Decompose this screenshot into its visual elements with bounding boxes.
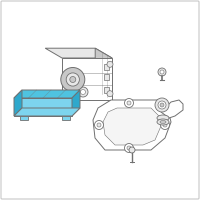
- Bar: [104, 74, 109, 80]
- Polygon shape: [14, 108, 80, 116]
- Circle shape: [160, 103, 164, 107]
- Circle shape: [70, 76, 76, 82]
- Bar: [104, 64, 109, 70]
- Polygon shape: [62, 58, 112, 100]
- Polygon shape: [95, 48, 112, 100]
- Polygon shape: [14, 90, 80, 98]
- Polygon shape: [14, 98, 72, 116]
- Circle shape: [97, 123, 101, 127]
- Ellipse shape: [160, 120, 166, 123]
- Circle shape: [124, 98, 134, 108]
- Polygon shape: [20, 116, 28, 120]
- Polygon shape: [45, 48, 112, 58]
- Circle shape: [160, 120, 170, 130]
- Polygon shape: [161, 100, 183, 118]
- Circle shape: [66, 73, 79, 86]
- Circle shape: [155, 98, 169, 112]
- Bar: [104, 86, 109, 92]
- Ellipse shape: [157, 115, 169, 121]
- Circle shape: [61, 68, 85, 92]
- Circle shape: [160, 70, 164, 74]
- Circle shape: [158, 68, 166, 76]
- Circle shape: [127, 146, 131, 150]
- Circle shape: [158, 101, 166, 109]
- Circle shape: [107, 61, 113, 67]
- Ellipse shape: [157, 119, 169, 125]
- Circle shape: [124, 144, 134, 152]
- Circle shape: [107, 91, 113, 97]
- Polygon shape: [93, 100, 171, 150]
- Circle shape: [78, 87, 88, 97]
- Circle shape: [129, 147, 135, 153]
- Polygon shape: [103, 108, 161, 145]
- Polygon shape: [72, 90, 80, 116]
- Polygon shape: [62, 116, 70, 120]
- Circle shape: [95, 120, 104, 130]
- Circle shape: [127, 101, 131, 105]
- Polygon shape: [14, 90, 22, 116]
- Circle shape: [80, 90, 86, 95]
- Circle shape: [163, 123, 167, 127]
